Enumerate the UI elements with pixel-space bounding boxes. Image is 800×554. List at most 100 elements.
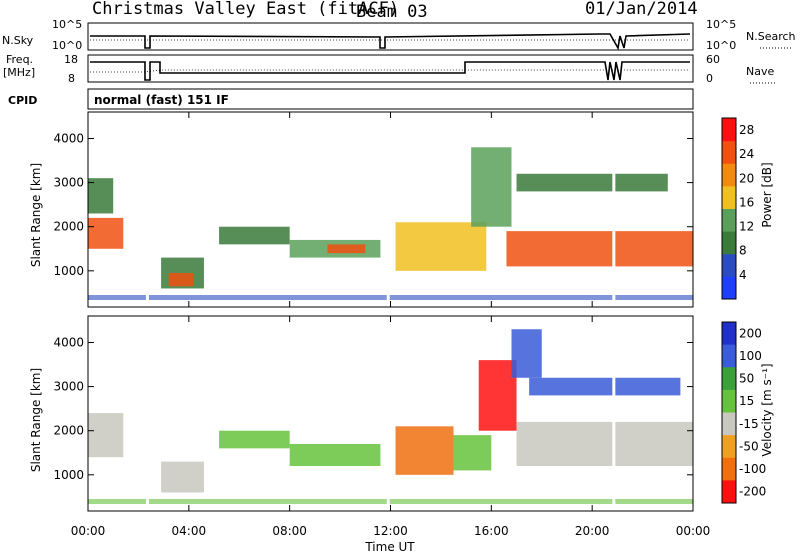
power-panel: 1000 2000 3000 4000 Slant Range [km] 4 8 12 16… [29,111,774,308]
velocity-colorbar-swatch-4 [722,412,736,436]
velocity-data-gap-0 [145,317,149,510]
nsky-tick-bottom: 10^0 [52,39,82,52]
freq-label-line2: [MHz] [3,66,35,79]
date-label: 01/Jan/2014 [585,0,698,19]
velocity-colorbar-tick-7: -200 [739,485,766,499]
power-ytick-label-1: 2000 [53,220,84,234]
velocity-scatter-region-4 [395,426,454,475]
beam-label: Beam 03 [356,2,428,22]
power-scatter-region-9 [506,231,693,267]
power-colorbar-swatch-6 [722,140,736,164]
power-colorbar-tick-3: 16 [739,195,754,209]
velocity-scatter-region-7 [511,329,542,378]
power-ylabel: Slant Range [km] [29,163,43,267]
power-scatter-region-1 [88,178,114,214]
power-colorbar: 4 8 12 16 20 24 28 [721,117,754,300]
power-colorbar-swatch-3 [722,208,736,232]
power-colorbar-swatch-2 [722,231,736,255]
velocity-colorbar-swatch-2 [722,367,736,391]
velocity-colorbar-tick-5: -50 [739,439,759,453]
power-colorbar-swatch-0 [722,276,736,300]
velocity-data-gap-2 [612,317,616,510]
velocity-ytick-label-3: 4000 [53,335,84,349]
freq-tick-top: 18 [64,53,78,66]
velocity-ytick-label-2: 3000 [53,380,84,394]
xtick-label-0: 00:00 [71,524,106,538]
power-data-gap-2 [612,113,616,306]
power-colorbar-tick-4: 20 [739,171,754,185]
nave-trace [90,69,690,73]
velocity-colorbar: 200 100 50 15 -15 -50 -100 -200 [721,321,766,504]
freq-panel-frame [87,54,694,83]
freq-label-line1: Freq. [6,53,33,66]
velocity-heatmap [88,317,693,510]
velocity-scatter-region-3 [289,443,381,466]
nsky-panel-frame [87,22,694,51]
cpid-text: normal (fast) 151 IF [94,93,229,107]
power-ytick-label-0: 1000 [53,264,84,278]
velocity-colorbar-frame [721,321,737,504]
nsky-trace [90,33,691,51]
velocity-data-gap-1 [386,317,390,510]
power-colorbar-tick-5: 24 [739,147,754,161]
nave-tick-top: 60 [706,53,720,66]
velocity-ytick-label-0: 1000 [53,468,84,482]
cpid-panel-frame [87,88,694,110]
power-data-gap-0 [145,113,149,306]
nave-label: Nave [746,65,774,78]
velocity-scatter-region-2 [219,430,290,449]
xtick-label-2: 08:00 [272,524,307,538]
power-colorbar-tick-0: 4 [739,268,747,282]
power-data-gap-1 [386,113,390,306]
velocity-ytick-label-1: 2000 [53,424,84,438]
nsky-tick-top: 10^5 [52,18,82,31]
velocity-colorbar-swatch-6 [722,457,736,481]
velocity-colorbar-label: Velocity [m s⁻¹] [760,363,774,456]
power-axes: 1000 2000 3000 4000 [53,112,694,307]
velocity-colorbar-tick-6: -100 [739,462,766,476]
xlabel: Time UT [364,540,415,554]
power-colorbar-label: Power [dB] [760,162,774,227]
velocity-colorbar-swatch-3 [722,389,736,413]
xtick-label-6: 00:00 [676,524,711,538]
velocity-colorbar-tick-2: 50 [739,372,754,386]
velocity-colorbar-swatch-1 [722,344,736,368]
power-ytick-label-3: 4000 [53,131,84,145]
velocity-colorbar-tick-0: 200 [739,326,762,340]
power-colorbar-swatch-4 [722,185,736,209]
velocity-near-range-band [88,499,693,504]
velocity-scatter-region-6 [478,360,517,431]
velocity-scatter-region-9 [529,377,681,396]
power-near-range-band [88,295,693,300]
power-colorbar-swatch-5 [722,163,736,187]
power-ytick-label-2: 3000 [53,176,84,190]
power-scatter-region-7 [395,222,487,271]
velocity-colorbar-swatch-5 [722,435,736,459]
power-scatter-region-0 [88,217,124,249]
power-colorbar-frame [721,117,737,300]
velocity-scatter-region-1 [161,461,204,493]
velocity-ylabel: Slant Range [km] [29,368,43,472]
velocity-colorbar-tick-4: -15 [739,417,759,431]
power-scatter-region-10 [516,173,668,192]
velocity-colorbar-swatch-7 [722,480,736,504]
velocity-colorbar-tick-3: 15 [739,394,754,408]
velocity-colorbar-swatch-0 [722,322,736,346]
power-scatter-region-8 [471,147,512,227]
power-colorbar-swatch-1 [722,253,736,277]
nave-tick-bottom: 0 [706,72,713,85]
xtick-label-4: 16:00 [474,524,509,538]
velocity-scatter-region-5 [453,435,492,471]
velocity-panel: 1000 2000 3000 4000 Slant Range [km] 200 100… [29,315,774,512]
xtick-label-5: 20:00 [575,524,610,538]
velocity-scatter-region-0 [88,413,124,458]
xtick-label-1: 04:00 [172,524,207,538]
freq-tick-bottom: 8 [68,72,75,85]
velocity-colorbar-tick-1: 100 [739,349,762,363]
nsearch-label: N.Search [746,30,796,43]
velocity-axes: 1000 2000 3000 4000 [53,316,694,511]
nsearch-tick-top: 10^5 [706,18,736,31]
power-scatter-region-4 [219,226,290,245]
nsearch-tick-bottom: 10^0 [706,39,736,52]
